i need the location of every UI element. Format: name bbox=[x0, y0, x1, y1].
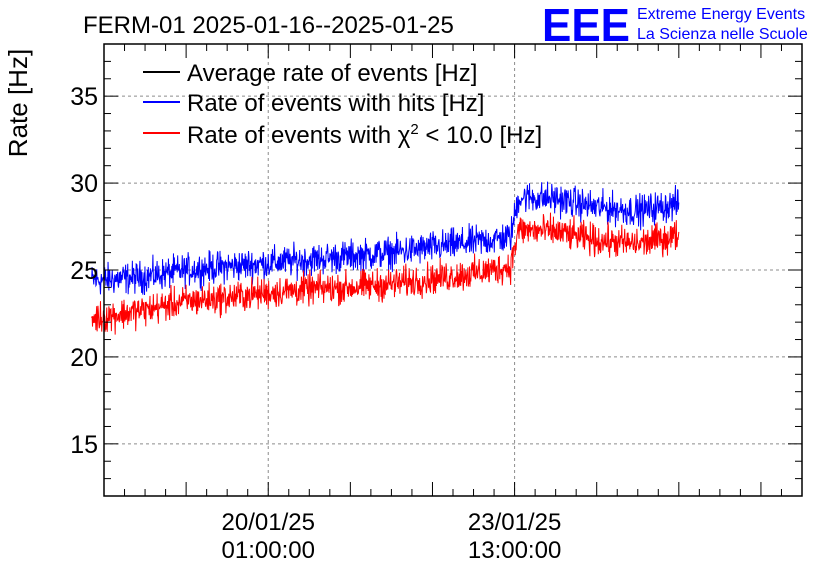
y-tick-label: 20 bbox=[70, 344, 98, 372]
legend-entry-hits: Rate of events with hits [Hz] bbox=[143, 90, 484, 117]
x-tick-label-date: 20/01/25 bbox=[222, 509, 315, 536]
y-tick-label: 35 bbox=[70, 83, 98, 111]
series-layer bbox=[91, 181, 680, 335]
eee-logo-line2: La Scienza nelle Scuole bbox=[637, 26, 808, 43]
series-line-2 bbox=[91, 212, 680, 335]
axes bbox=[103, 43, 803, 497]
legend-label-average: Average rate of events [Hz] bbox=[187, 60, 477, 87]
y-tick-label: 15 bbox=[70, 431, 98, 459]
eee-logo: EEE Extreme Energy Events La Scienza nel… bbox=[542, 0, 808, 51]
legend-entry-chi2: Rate of events with χ2 < 10.0 [Hz] bbox=[143, 121, 542, 149]
x-tick-label-time: 01:00:00 bbox=[222, 537, 315, 564]
series-line-1 bbox=[91, 181, 680, 296]
eee-logo-line1: Extreme Energy Events bbox=[637, 6, 805, 23]
y-tick-label: 25 bbox=[70, 257, 98, 285]
y-axis-label: Rate [Hz] bbox=[3, 49, 33, 157]
y-tick-label: 30 bbox=[70, 170, 98, 198]
legend-label-hits: Rate of events with hits [Hz] bbox=[187, 90, 484, 117]
legend-entry-average: Average rate of events [Hz] bbox=[143, 60, 477, 87]
chart-title: FERM-01 2025-01-16--2025-01-25 bbox=[83, 12, 454, 39]
x-tick-label-time: 13:00:00 bbox=[468, 537, 561, 564]
legend-label-chi2: Rate of events with χ2 < 10.0 [Hz] bbox=[187, 121, 542, 149]
legend: Average rate of events [Hz] Rate of even… bbox=[143, 60, 542, 149]
eee-logo-text: EEE bbox=[542, 0, 630, 51]
x-tick-label-date: 23/01/25 bbox=[468, 509, 561, 536]
